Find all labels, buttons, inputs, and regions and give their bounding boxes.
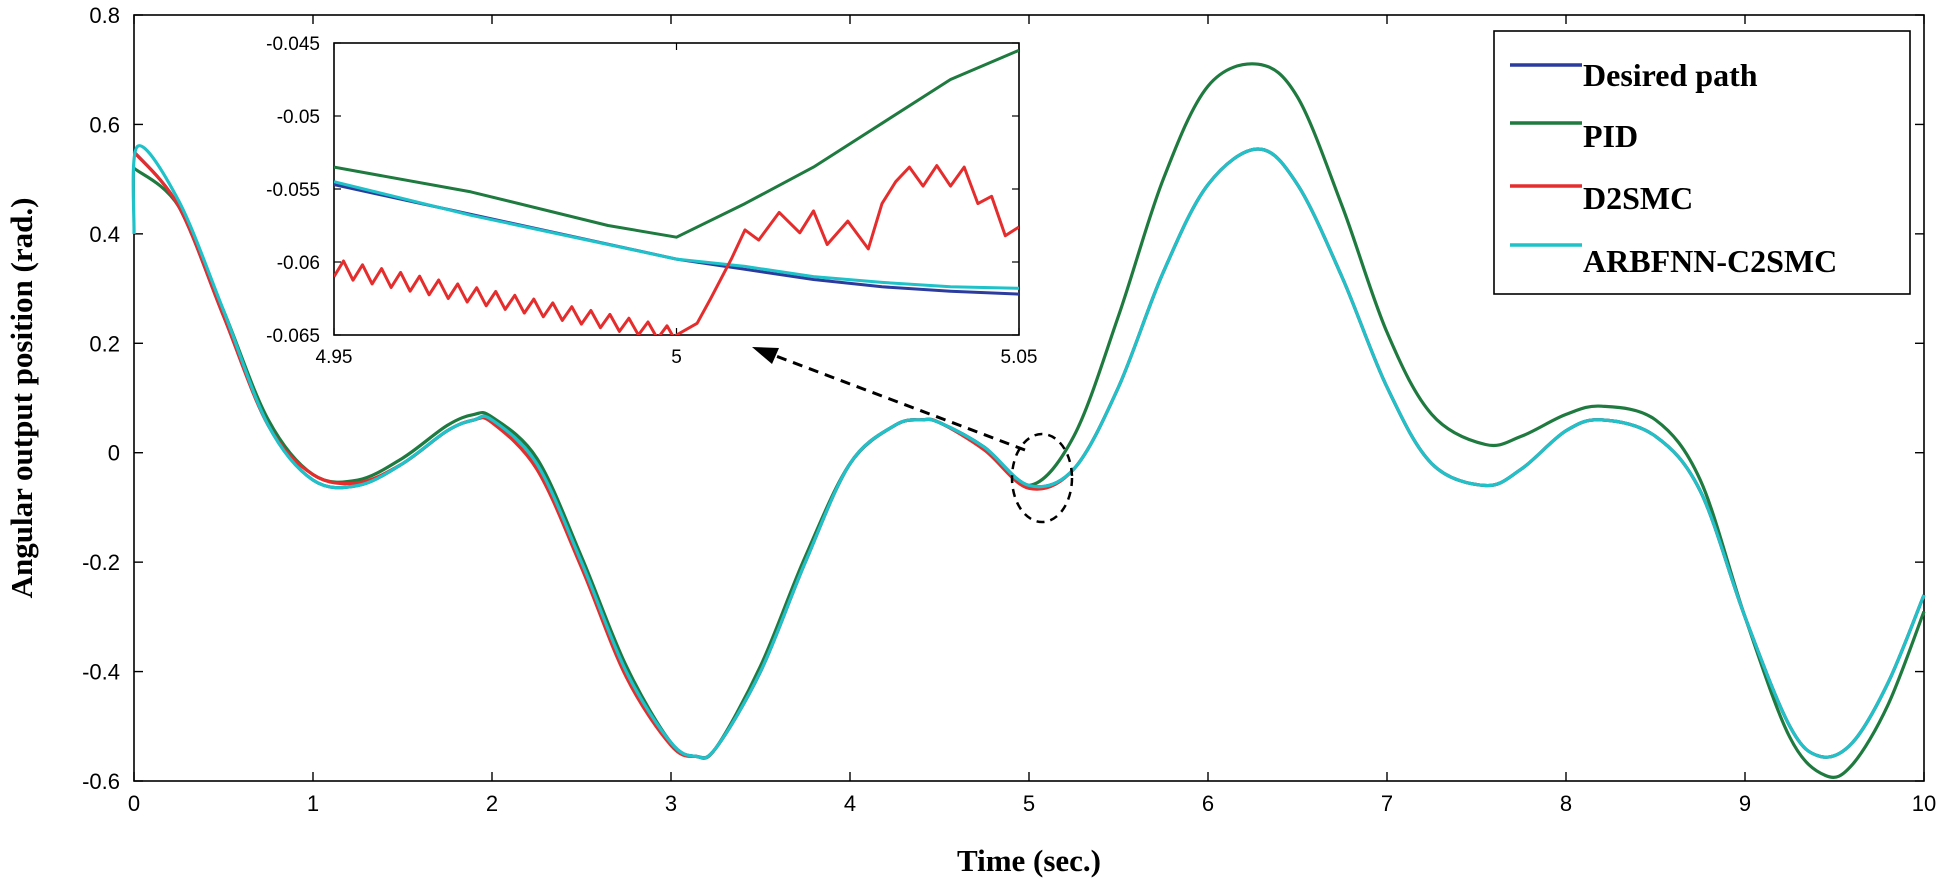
y-tick-label: -0.2 <box>82 550 120 575</box>
y-tick-label: 0 <box>108 441 120 466</box>
inset-y-tick-label: -0.05 <box>277 107 320 128</box>
x-tick-label: 7 <box>1381 791 1393 816</box>
y-tick-label: 0.8 <box>89 3 120 28</box>
inset-series-line-pid <box>334 48 1019 239</box>
x-tick-label: 5 <box>1023 791 1035 816</box>
inset-ticks: 4.95 5 5.05 -0.045 -0.05 -0.055 -0.06 -0.065 <box>266 34 1037 368</box>
inset-series-line-arbfnn-c2smc <box>334 180 1019 290</box>
inset-series <box>334 48 1019 335</box>
x-tick-label: 9 <box>1739 791 1751 816</box>
inset-y-tick-label: -0.045 <box>266 34 320 55</box>
inset-series-line-d2smc <box>334 164 1019 335</box>
y-tick-label: -0.6 <box>82 769 120 794</box>
legend-label-desired-path: Desired path <box>1583 57 1758 93</box>
zoom-arrow-head <box>752 347 779 364</box>
x-tick-label: 1 <box>307 791 319 816</box>
zoom-arrow-line <box>759 348 1026 452</box>
x-tick-label: 8 <box>1560 791 1572 816</box>
x-tick-label: 4 <box>844 791 856 816</box>
y-tick-label: 0.4 <box>89 222 120 247</box>
legend-label-d2smc: D2SMC <box>1583 180 1693 216</box>
inset-plot-frame <box>333 42 1020 336</box>
zoom-region-ellipse <box>1010 432 1074 524</box>
legend-label-arbfnn-c2smc: ARBFNN-C2SMC <box>1583 243 1837 279</box>
inset-y-tick-label: -0.055 <box>266 180 320 201</box>
legend-label-pid: PID <box>1583 118 1638 154</box>
inset-x-tick-label: 5.05 <box>1001 347 1038 368</box>
legend-box <box>1493 30 1911 295</box>
y-tick-label: 0.2 <box>89 331 120 356</box>
x-axis-title: Time (sec.) <box>957 843 1101 878</box>
y-axis-title: Angular output position (rad.) <box>4 198 39 599</box>
inset-y-tick-label: -0.06 <box>277 253 320 274</box>
inset-x-tick-label: 4.95 <box>316 347 353 368</box>
legend: Desired path PID D2SMC ARBFNN-C2SMC <box>1493 30 1911 295</box>
inset-y-tick-label: -0.065 <box>266 326 320 347</box>
x-tick-label: 0 <box>128 791 140 816</box>
inset-x-tick-label: 5 <box>671 347 682 368</box>
x-tick-label: 10 <box>1912 791 1936 816</box>
x-tick-label: 6 <box>1202 791 1214 816</box>
y-tick-label: 0.6 <box>89 112 120 137</box>
x-tick-label: 3 <box>665 791 677 816</box>
x-tick-label: 2 <box>486 791 498 816</box>
series-line-arbfnn-c2smc <box>131 144 1926 760</box>
main-ticks: 0 1 2 3 4 5 6 7 8 9 10 -0.6 -0.4 -0.2 0 0.2 0.4 0.6 0.8 <box>82 3 1936 816</box>
y-tick-label: -0.4 <box>82 660 120 685</box>
